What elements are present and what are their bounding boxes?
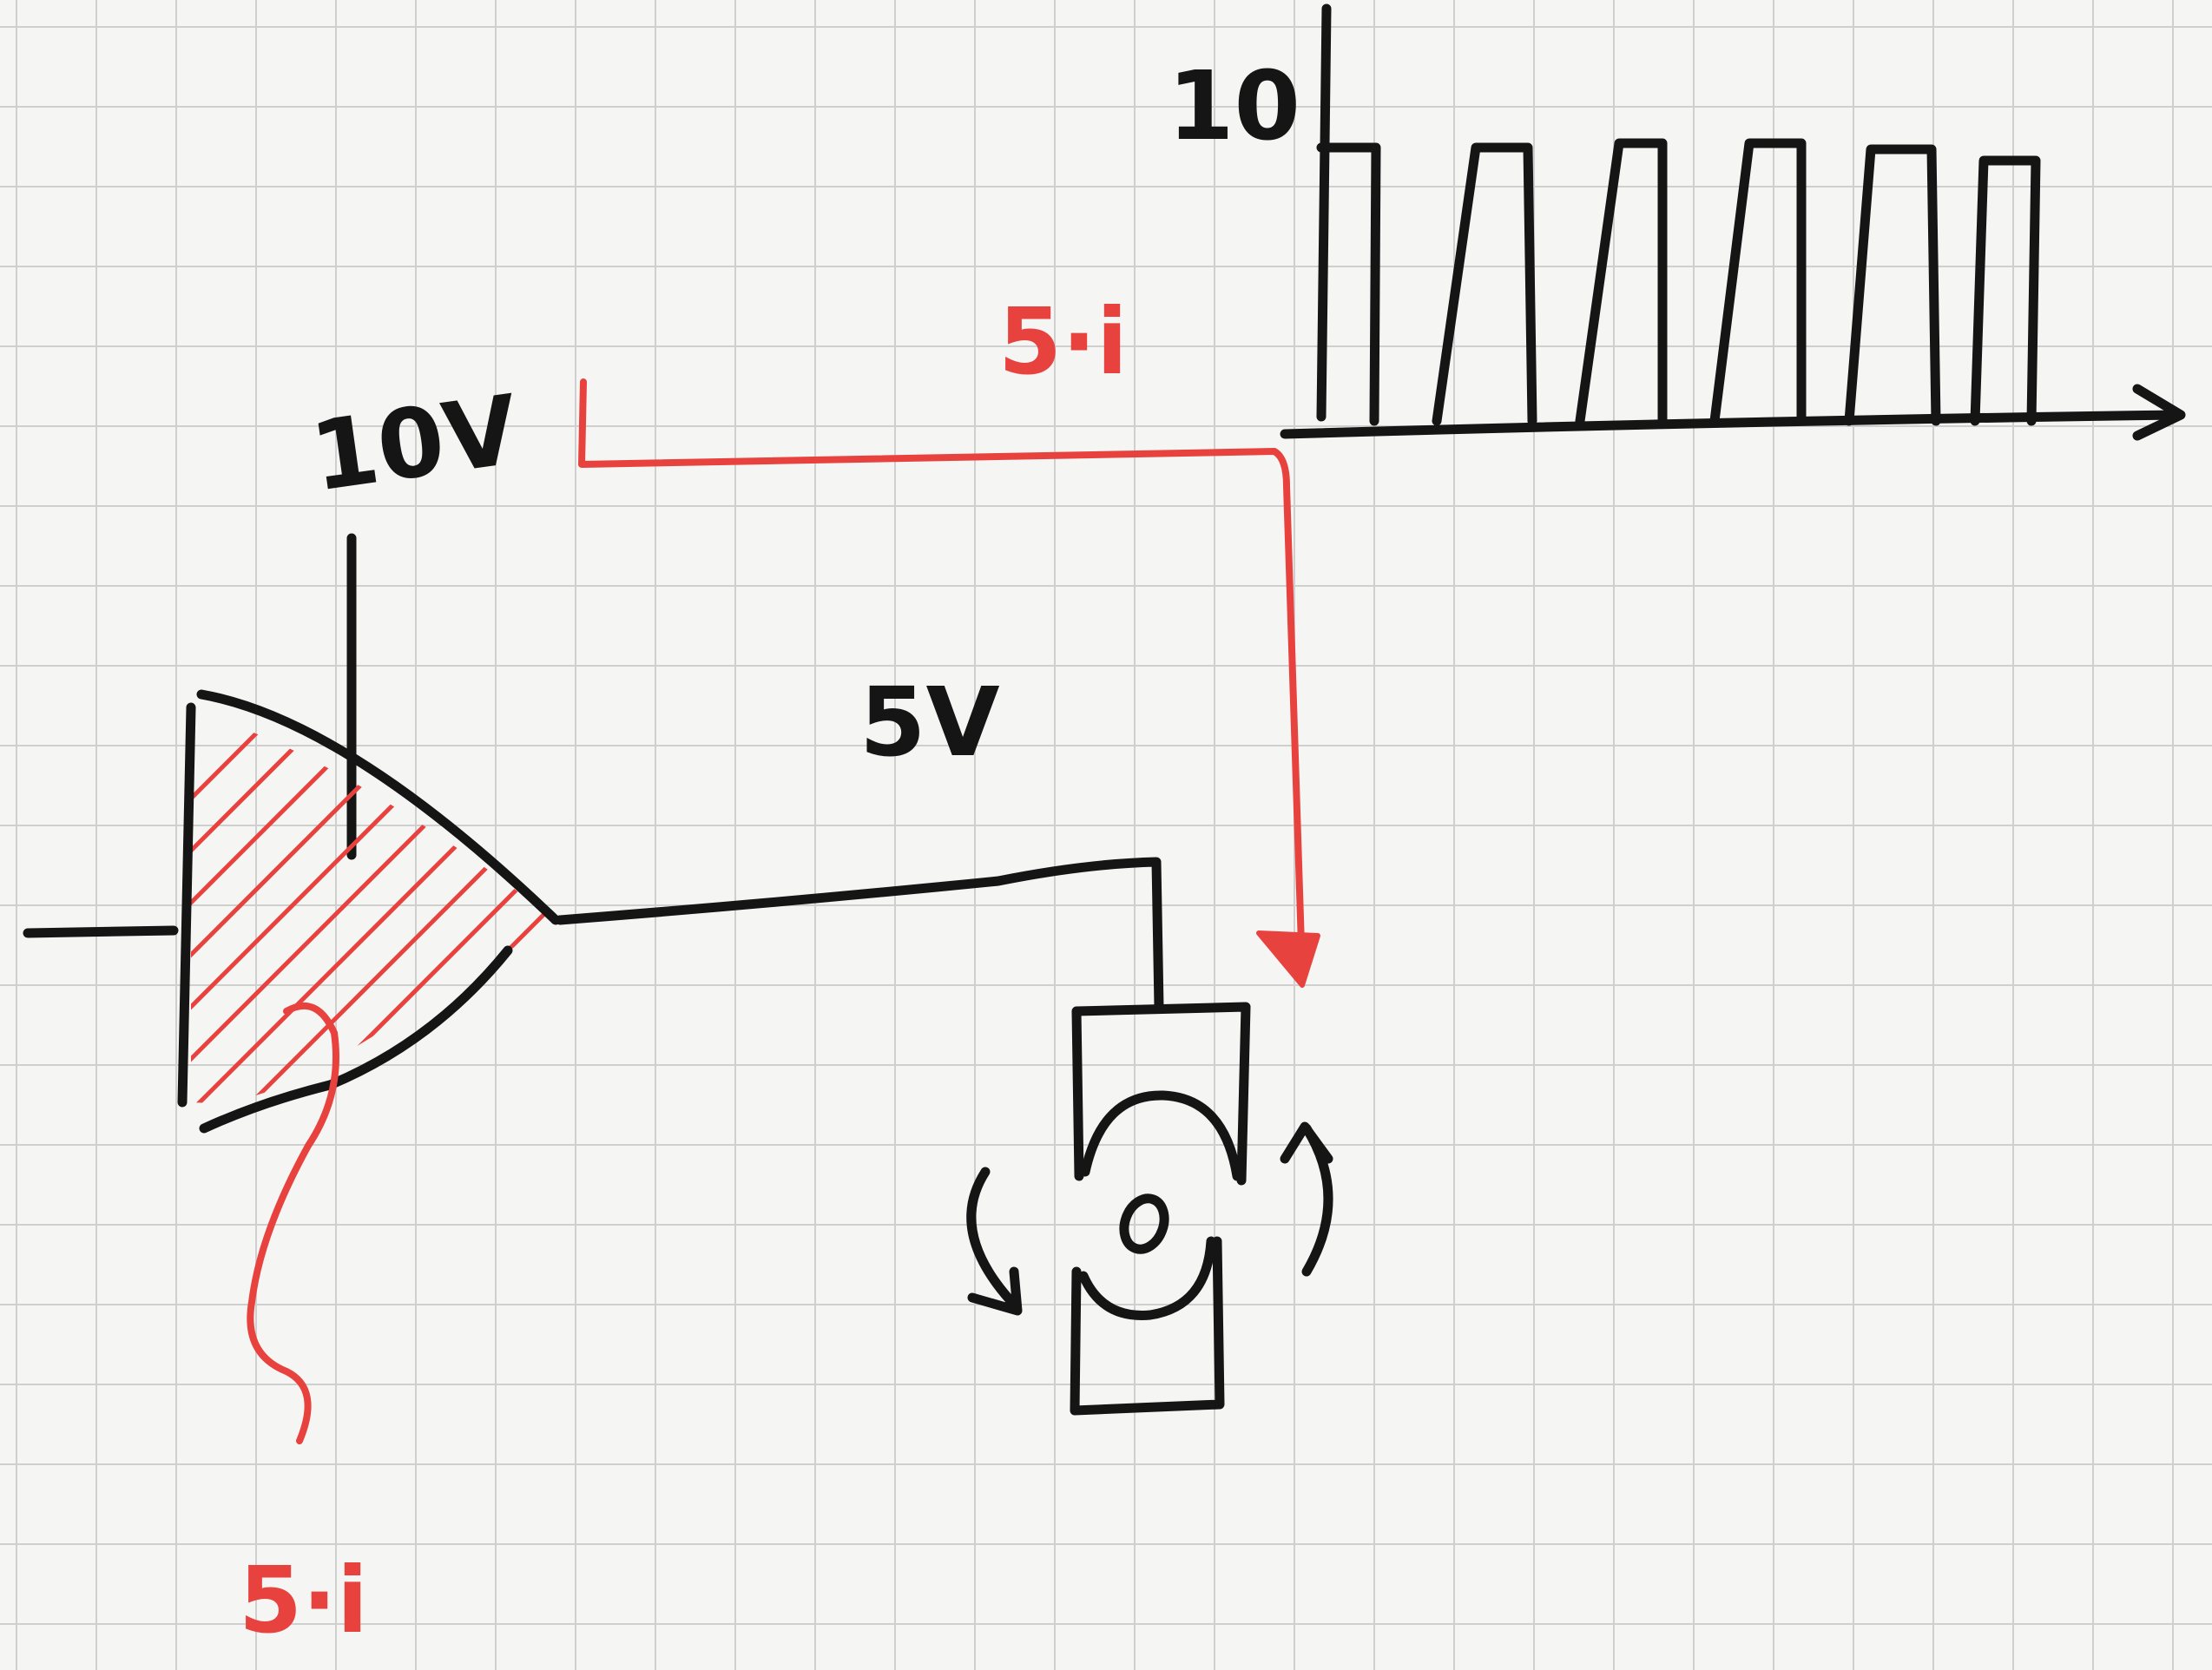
rotation-arrow-left-icon	[966, 1167, 1023, 1316]
amplifier	[23, 689, 561, 1134]
pwm-graph: 10	[1168, 3, 2186, 441]
rotation-arrow-right-icon	[1280, 1121, 1333, 1277]
top-signal-wire	[578, 378, 1306, 976]
bottom-signal-path: 5·i	[239, 1002, 368, 1654]
pwm-x-axis-arrowhead	[2132, 384, 2186, 441]
amplifier-top-edge	[196, 689, 561, 925]
motor-top-rotor-arc	[1080, 1090, 1242, 1181]
pwm-x-axis	[1280, 410, 2184, 439]
motor-bottom-block	[1070, 1236, 1225, 1416]
output-wire	[555, 857, 1164, 1012]
motor-bottom-rotor-arc	[1078, 1236, 1216, 1320]
pwm-y-axis	[1316, 3, 1332, 422]
motor	[966, 1002, 1333, 1416]
motor-top-block	[1071, 1002, 1251, 1186]
bottom-signal-label: 5·i	[239, 1548, 368, 1654]
motor-shaft-icon	[1119, 1193, 1169, 1254]
pwm-square-wave	[1316, 138, 2041, 426]
top-signal-arrowhead	[1256, 930, 1320, 988]
supply-connection: 10V	[305, 374, 525, 860]
pwm-max-label: 10	[1168, 50, 1300, 161]
amplifier-bottom-edge	[199, 945, 513, 1134]
top-signal-path: 5·i	[578, 289, 1320, 988]
output-connection: 5V	[555, 667, 1164, 1012]
bottom-signal-wire	[247, 1002, 339, 1444]
amplifier-back-edge	[177, 702, 196, 1108]
amplifier-input-wire	[23, 925, 179, 938]
output-label: 5V	[859, 667, 1000, 778]
supply-label: 10V	[305, 374, 525, 513]
top-signal-label: 5·i	[998, 289, 1128, 395]
